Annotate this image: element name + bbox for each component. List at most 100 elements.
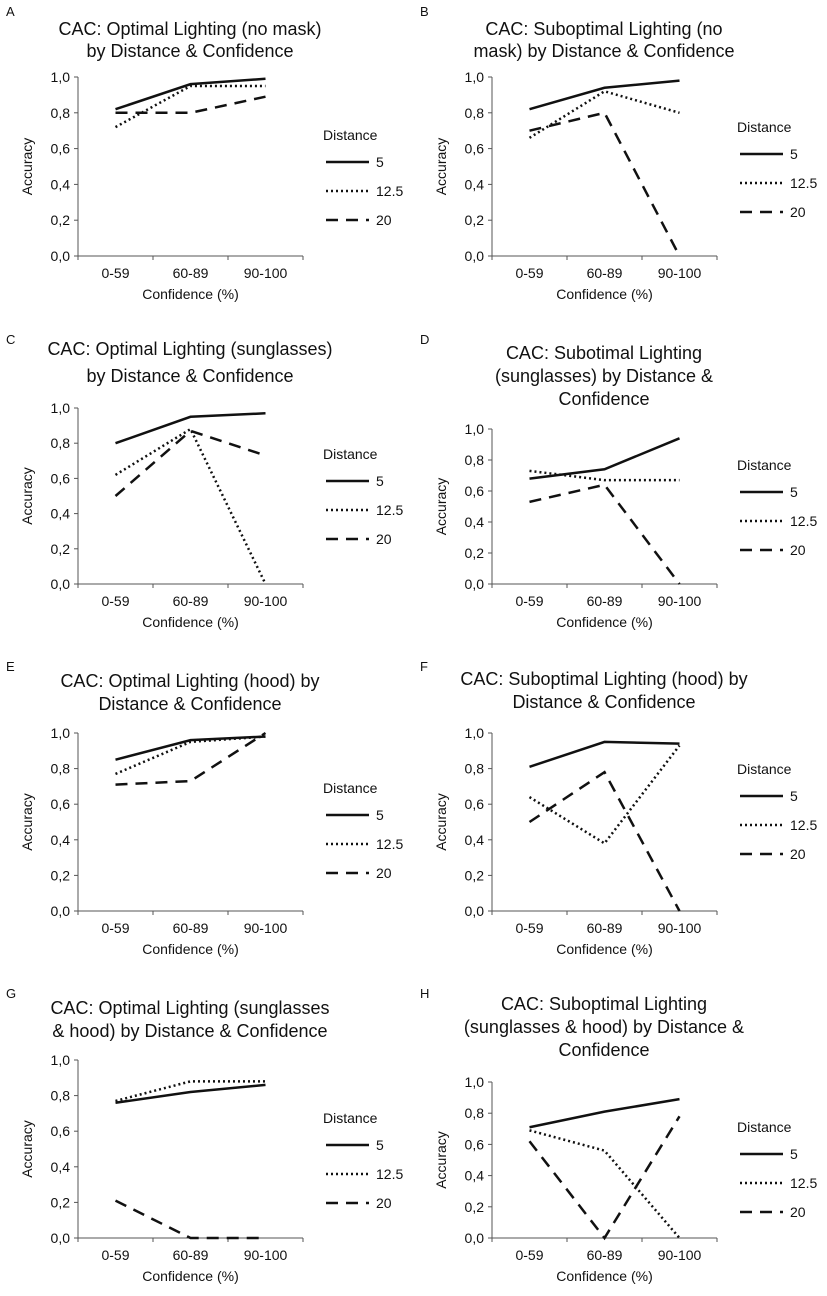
y-tick-label: 0,8 — [465, 1105, 485, 1121]
chart-title-line: mask) by Distance & Confidence — [473, 41, 734, 61]
x-tick-label: 0-59 — [101, 1247, 129, 1263]
chart-title-line: CAC: Suboptimal Lighting (hood) by — [460, 669, 747, 689]
series-line-12-5 — [115, 1080, 266, 1103]
legend-label: 5 — [790, 484, 798, 500]
series-line-12-5 — [529, 1129, 681, 1239]
panel-letter: B — [420, 4, 429, 19]
legend-label: 20 — [790, 204, 806, 220]
legend-title: Distance — [323, 446, 378, 462]
legend-label: 20 — [790, 542, 806, 558]
y-axis-title: Accuracy — [433, 793, 449, 851]
chart-title-line: Distance & Confidence — [98, 694, 281, 714]
y-tick-label: 0,4 — [465, 1168, 485, 1184]
y-tick-label: 0,0 — [51, 576, 71, 592]
y-axis-title: Accuracy — [19, 793, 35, 851]
y-tick-label: 0,4 — [51, 506, 71, 522]
y-axis-title: Accuracy — [19, 467, 35, 525]
y-tick-label: 0,6 — [51, 470, 71, 486]
x-tick-label: 60-89 — [587, 920, 623, 936]
y-tick-label: 0,4 — [51, 176, 71, 192]
series-line-20 — [529, 111, 681, 257]
x-tick-label: 60-89 — [173, 593, 209, 609]
legend-label: 5 — [790, 146, 798, 162]
x-tick-label: 60-89 — [173, 265, 209, 281]
y-tick-label: 0,0 — [465, 576, 485, 592]
y-tick-label: 0,4 — [465, 176, 485, 192]
legend-label: 5 — [376, 154, 384, 170]
chart-title-line: (sunglasses) by Distance & — [495, 366, 713, 386]
legend-label: 20 — [376, 1195, 392, 1211]
x-tick-label: 60-89 — [173, 920, 209, 936]
legend-label: 12.5 — [790, 1175, 817, 1191]
y-tick-label: 1,0 — [51, 1052, 71, 1068]
chart-title-line: by Distance & Confidence — [86, 41, 293, 61]
panel-letter: F — [420, 659, 428, 674]
y-tick-label: 0,8 — [51, 761, 71, 777]
y-tick-label: 0,0 — [51, 903, 71, 919]
chart-title-line: CAC: Optimal Lighting (sunglasses — [50, 998, 329, 1018]
legend-label: 12.5 — [790, 817, 817, 833]
legend-label: 12.5 — [376, 836, 403, 852]
chart-title-line: & hood) by Distance & Confidence — [52, 1021, 327, 1041]
panel-letter: G — [6, 986, 16, 1001]
y-tick-label: 0,6 — [51, 1123, 71, 1139]
series-line-12-5 — [528, 744, 681, 846]
series-line-12-5 — [529, 469, 680, 482]
x-axis-title: Confidence (%) — [142, 941, 239, 957]
y-tick-label: 0,2 — [51, 212, 71, 228]
x-axis-title: Confidence (%) — [556, 286, 653, 302]
x-tick-label: 90-100 — [244, 593, 288, 609]
legend-label: 5 — [376, 1137, 384, 1153]
legend-label: 20 — [376, 865, 392, 881]
y-tick-label: 0,0 — [51, 248, 71, 264]
y-tick-label: 0,2 — [465, 545, 485, 561]
legend-title: Distance — [737, 119, 792, 135]
legend-title: Distance — [323, 780, 378, 796]
y-axis-title: Accuracy — [433, 478, 449, 536]
chart-panel-c: C CAC: Optimal Lighting (sunglasses) by Di… — [6, 332, 403, 630]
y-tick-label: 0,6 — [51, 796, 71, 812]
x-tick-label: 90-100 — [244, 1247, 288, 1263]
legend-title: Distance — [323, 127, 378, 143]
chart-title-line: Distance & Confidence — [512, 692, 695, 712]
y-tick-label: 0,8 — [51, 1088, 71, 1104]
y-tick-label: 0,0 — [465, 1230, 485, 1246]
y-tick-label: 0,6 — [51, 141, 71, 157]
y-tick-label: 0,2 — [465, 867, 485, 883]
y-tick-label: 1,0 — [465, 421, 485, 437]
x-axis-title: Confidence (%) — [142, 286, 239, 302]
y-axis-title: Accuracy — [433, 138, 449, 196]
legend-label: 12.5 — [376, 1166, 403, 1182]
series-line-5 — [529, 740, 680, 769]
y-tick-label: 1,0 — [51, 400, 71, 416]
y-tick-label: 1,0 — [465, 69, 485, 85]
y-tick-label: 0,2 — [51, 541, 71, 557]
legend-label: 20 — [790, 1204, 806, 1220]
y-tick-label: 0,4 — [51, 1159, 71, 1175]
series-line-20 — [115, 95, 266, 115]
y-tick-label: 1,0 — [51, 69, 71, 85]
series-line-20 — [114, 1199, 266, 1240]
legend-label: 12.5 — [790, 513, 817, 529]
panel-letter: C — [6, 332, 15, 347]
x-tick-label: 90-100 — [658, 265, 702, 281]
series-line-20 — [528, 1115, 681, 1241]
chart-title-line: Confidence — [558, 1040, 649, 1060]
series-line-12-5 — [528, 89, 680, 139]
chart-panel-d: D CAC: Subotimal Lighting (sunglasses) by … — [420, 332, 817, 630]
series-line-12-5 — [114, 427, 267, 585]
chart-title-line: CAC: Optimal Lighting (no mask) — [58, 19, 321, 39]
panel-letter: E — [6, 659, 15, 674]
legend-title: Distance — [737, 457, 792, 473]
y-tick-label: 0,4 — [51, 832, 71, 848]
x-tick-label: 0-59 — [515, 265, 543, 281]
legend-label: 20 — [376, 212, 392, 228]
y-tick-label: 0,0 — [465, 903, 485, 919]
legend-label: 5 — [790, 1146, 798, 1162]
panel-letter: A — [6, 4, 15, 19]
chart-title-line: CAC: Suboptimal Lighting — [501, 994, 707, 1014]
x-axis-title: Confidence (%) — [142, 1268, 239, 1284]
x-tick-label: 60-89 — [587, 593, 623, 609]
x-tick-label: 90-100 — [244, 920, 288, 936]
panel-letter: D — [420, 332, 429, 347]
